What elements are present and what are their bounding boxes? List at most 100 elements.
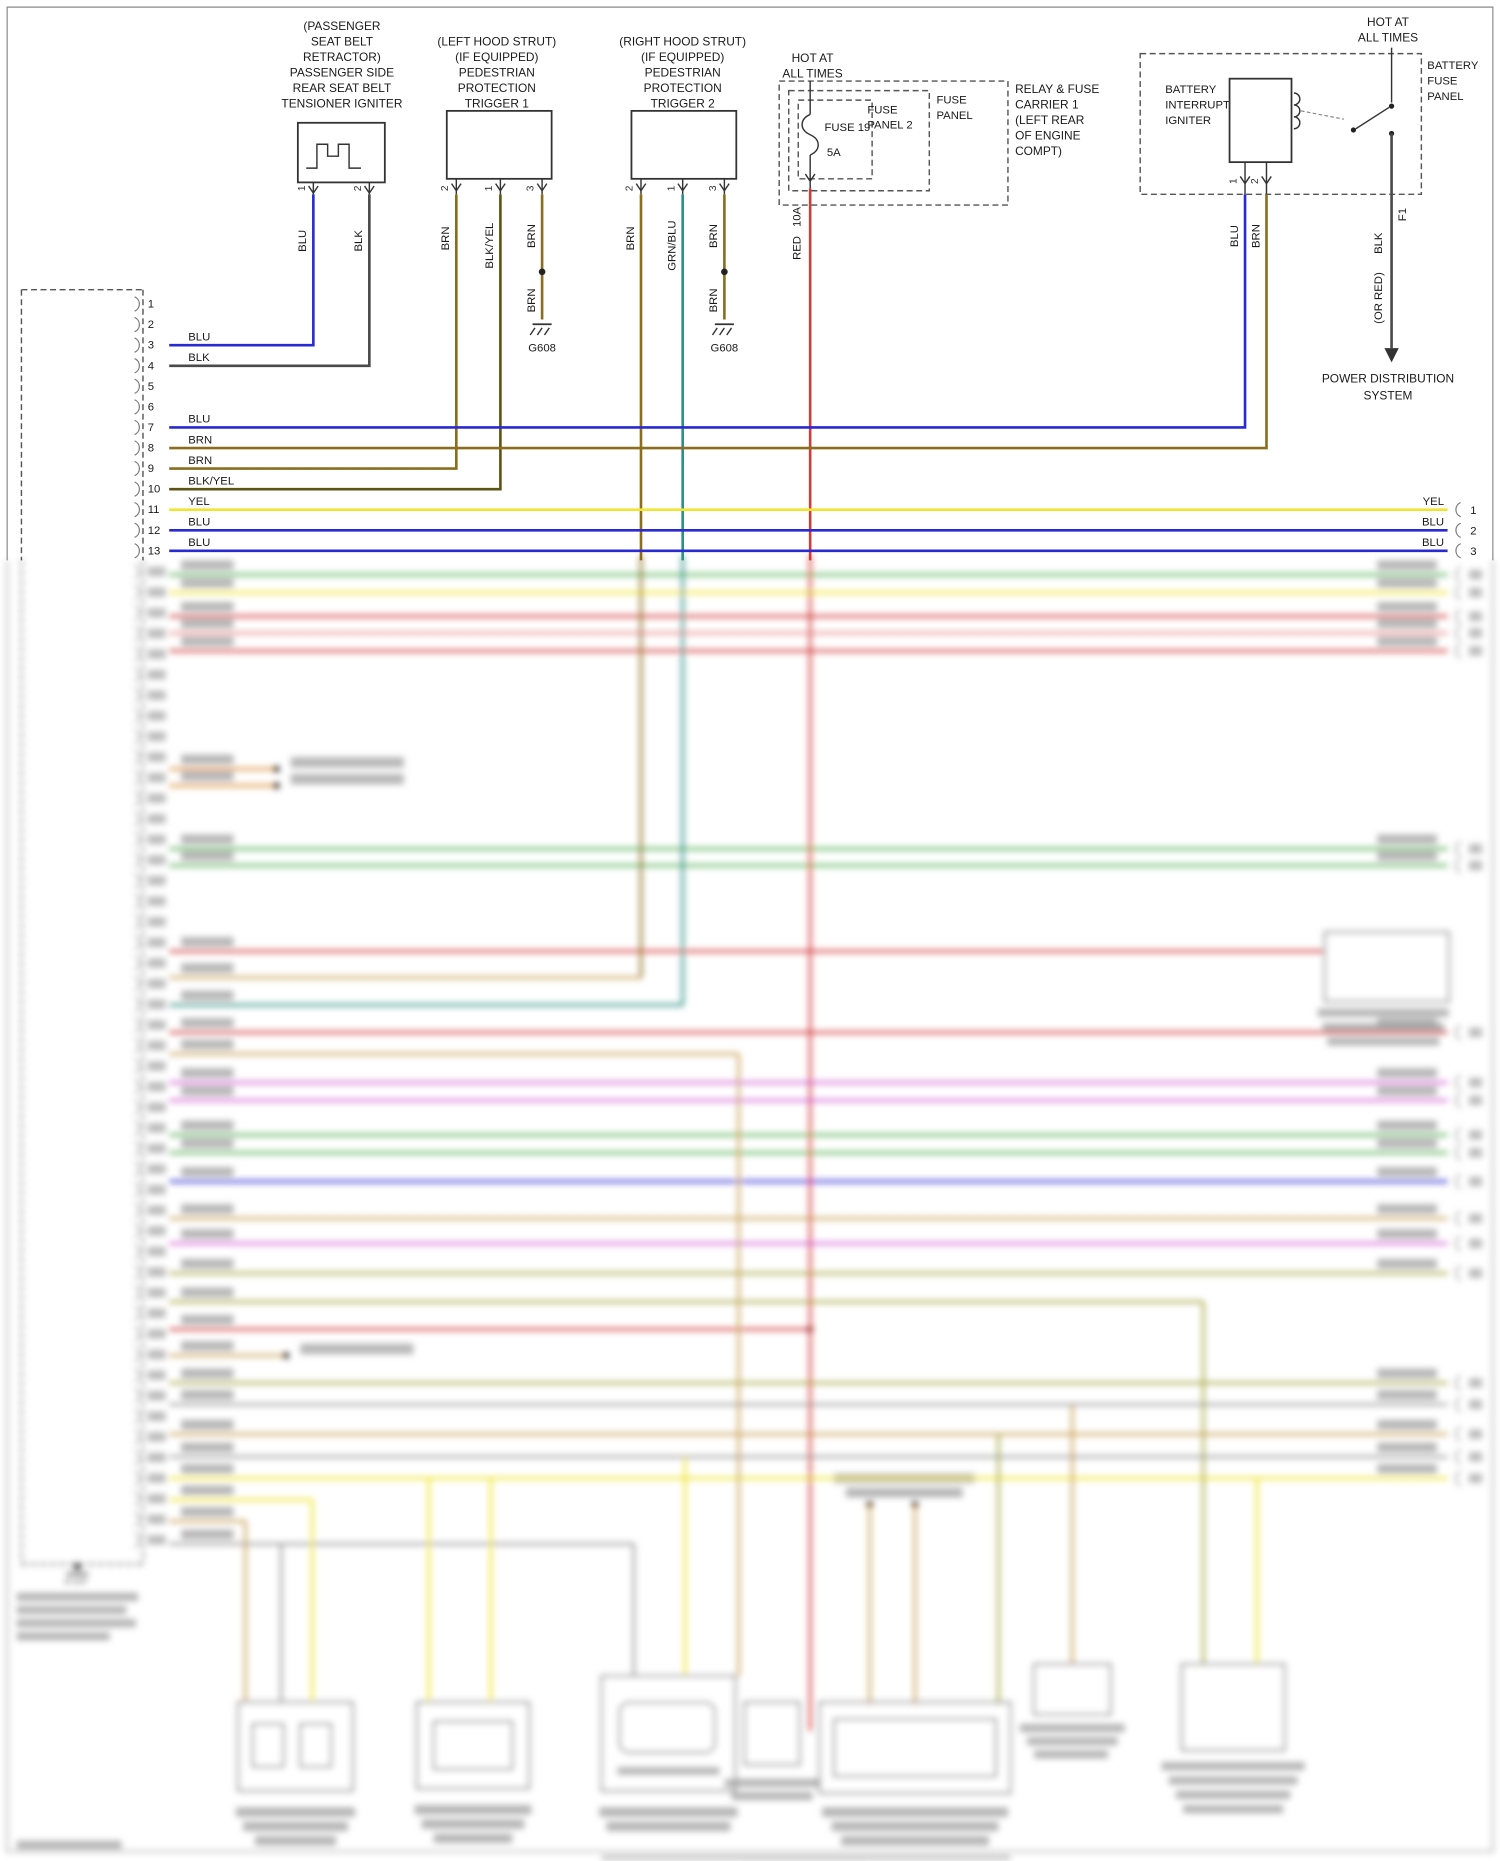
fuse-element-symbol [801, 113, 819, 156]
blurred-label [181, 1464, 234, 1474]
wire-color-label: BRN [188, 455, 212, 467]
connector-pin-arc [1455, 1265, 1461, 1281]
junction-dot [273, 782, 280, 789]
component-title: (IF EQUIPPED) [455, 50, 538, 64]
wire-brn [169, 194, 458, 470]
blurred-caption [822, 1807, 1008, 1817]
blurred-label [181, 1390, 234, 1400]
pin-number: 1 [1229, 178, 1240, 184]
module-inner [618, 1701, 716, 1754]
connector-pin-number: 9 [148, 463, 154, 475]
connector-pin-arc [134, 914, 140, 930]
blurred-pin-number [1469, 587, 1483, 598]
component-title: (RIGHT HOOD STRUT) [619, 34, 746, 48]
blurred-label [181, 1442, 234, 1453]
fuse-amps: 5A [827, 147, 841, 159]
connector-pin-arc [134, 522, 140, 538]
blurred-pin-number [147, 978, 166, 989]
blurred-pin-number [147, 1143, 166, 1154]
connector-pin-arc [134, 501, 140, 518]
blurred-label [1377, 578, 1437, 588]
ground-label: G608 [711, 343, 739, 355]
wire-blkyel [169, 194, 502, 491]
connector-pin-arc [134, 1511, 140, 1527]
connector-pin-arc [134, 1037, 140, 1054]
blurred-pin-number [147, 793, 166, 804]
wire-color-label: GRN/BLU [667, 220, 679, 270]
component-title: PEDESTRIAN [645, 65, 721, 79]
connector-pin-arc [134, 666, 140, 683]
blurred-label [181, 1086, 234, 1096]
blurred-pin-number [147, 1452, 166, 1463]
blurred-pin-number [1469, 1399, 1483, 1410]
connector-pin-arc [1455, 857, 1461, 874]
blurred-pin-number [1469, 1130, 1483, 1140]
blurred-caption [1161, 1762, 1305, 1771]
connector-pin-arc [134, 584, 140, 600]
component-box [445, 109, 553, 180]
connector-pin-arc [1455, 566, 1461, 583]
blurred-caption [243, 1821, 348, 1832]
battery-fuse-panel-label: PANEL [1427, 91, 1463, 103]
blurred-pin-number [147, 1040, 166, 1051]
blurred-caption [1317, 1008, 1449, 1017]
junction-dot [74, 1563, 81, 1570]
connector-pin-arc [134, 934, 140, 951]
pin-number: 3 [708, 185, 719, 191]
blurred-label [1377, 1258, 1437, 1269]
arrow-down [1384, 348, 1399, 363]
blurred-pin-number [147, 1081, 166, 1092]
module-box [1033, 1663, 1112, 1716]
connector-pin-arc [1455, 1449, 1461, 1465]
connector-pin-arc [1455, 522, 1461, 538]
wire-color-label: BLU [188, 331, 210, 343]
connector-pin-arc [134, 1429, 140, 1445]
blurred-label [1377, 851, 1437, 861]
wire-color-label: BRN [708, 288, 720, 312]
blurred-pin-number [1469, 1268, 1483, 1279]
blurred-caption [1168, 1776, 1298, 1785]
blurred-pin-number [147, 855, 166, 865]
blurred-pin-number [147, 1308, 166, 1319]
pin-number: 1 [666, 185, 677, 191]
connector-pin-number: 6 [148, 401, 154, 413]
component-box [630, 109, 738, 180]
blurred-pin-number [147, 917, 166, 927]
blurred-label [181, 636, 234, 647]
blurred-caption [235, 1807, 356, 1817]
blurred-pin-number [147, 937, 166, 948]
wire-color-label: BLU [1422, 537, 1444, 549]
connector-pin-arc [134, 1058, 140, 1074]
blurred-pin-number [147, 1493, 166, 1504]
blurred-pin-number [1469, 611, 1483, 622]
fuse-panel-2-label: FUSE [867, 104, 898, 116]
connector-pin-arc [134, 296, 140, 312]
ground-tick [536, 327, 543, 336]
connector-pin-arc [1455, 501, 1461, 518]
pin-number: 1 [484, 185, 495, 191]
connector-pin-arc [134, 975, 140, 992]
connector-pin-arc [1455, 1396, 1461, 1413]
connector-pin-arc [1455, 584, 1461, 601]
blurred-pin-number [147, 1411, 166, 1422]
blurred-pin-number [147, 1432, 166, 1442]
wire-blu [169, 194, 1247, 429]
connector-pin-arc [1455, 1470, 1461, 1487]
connector-pin-number: 3 [148, 340, 154, 352]
pin-number: 2 [440, 185, 451, 191]
connector-pin-arc [134, 769, 140, 786]
blurred-caption [841, 1835, 989, 1846]
module-inner [251, 1723, 285, 1768]
blurred-label [1377, 1390, 1437, 1400]
ground-tick [543, 327, 550, 336]
blurred-label [181, 754, 234, 765]
connector-pin-arc [134, 1120, 140, 1136]
hot-at-all-times-label: HOT AT [792, 51, 834, 65]
blurred-label [181, 618, 234, 629]
component-title: REAR SEAT BELT [293, 81, 392, 95]
blurred-pin-number [147, 1123, 166, 1133]
connector-pin-arc [134, 625, 140, 642]
connector-pin-arc [1455, 1235, 1461, 1252]
connector-pin-arc [134, 316, 140, 333]
